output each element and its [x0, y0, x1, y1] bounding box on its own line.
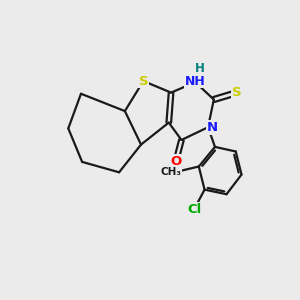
Text: S: S: [139, 74, 148, 88]
Text: S: S: [232, 86, 242, 99]
Text: N: N: [207, 121, 218, 134]
Text: H: H: [195, 62, 205, 75]
Text: O: O: [170, 155, 181, 168]
Text: CH₃: CH₃: [160, 167, 182, 177]
Text: Cl: Cl: [187, 203, 201, 216]
Text: NH: NH: [185, 74, 206, 88]
